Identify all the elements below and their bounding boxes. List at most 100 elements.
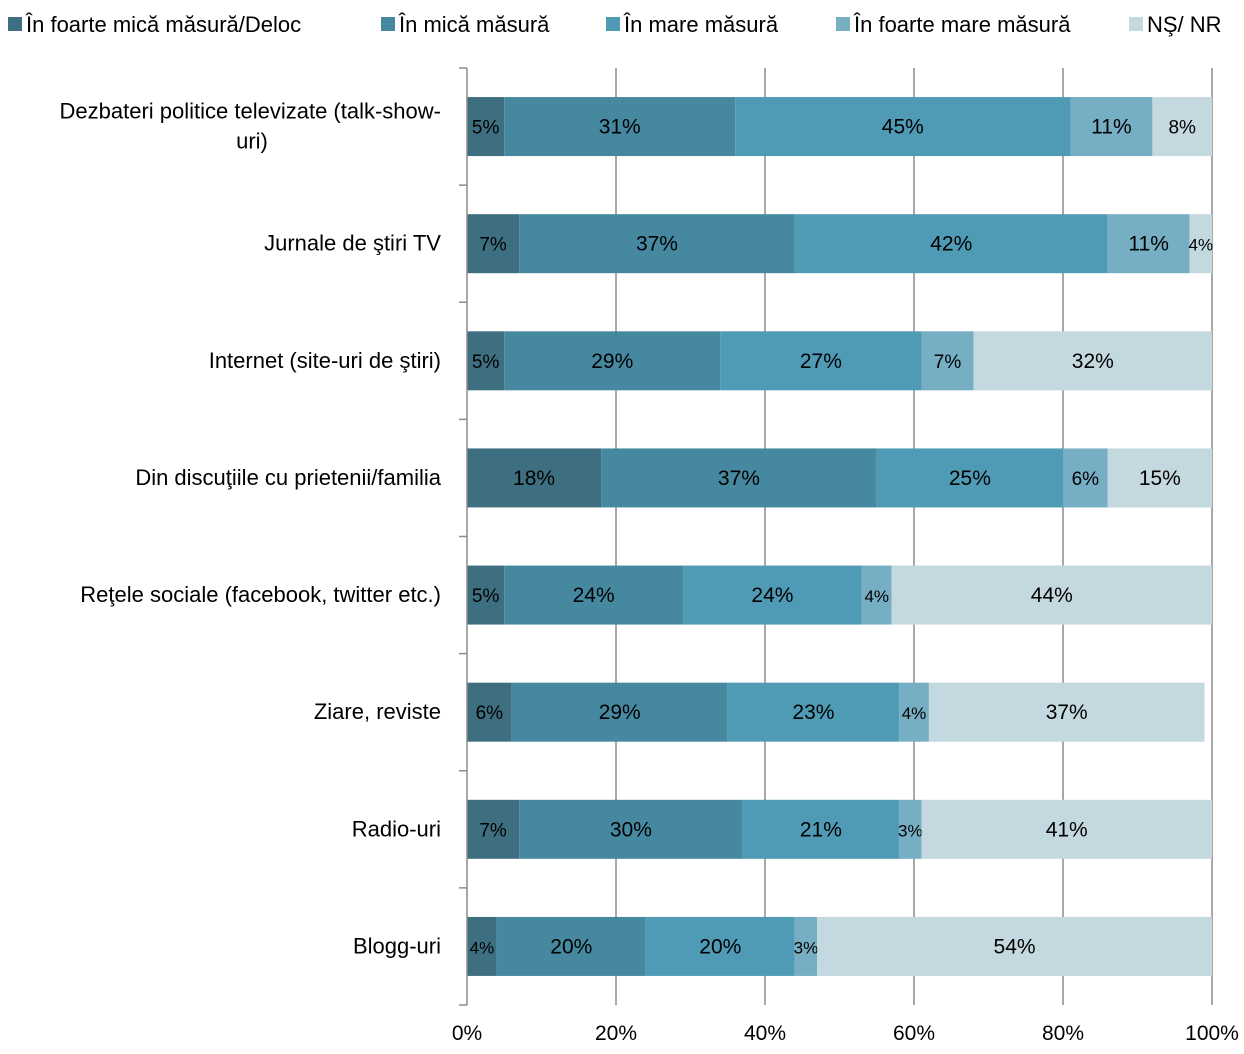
bar-segment xyxy=(876,448,1063,508)
data-label: 7% xyxy=(934,352,962,373)
data-label: 31% xyxy=(599,116,641,139)
bar-segment xyxy=(973,331,1212,391)
bar-segment xyxy=(519,799,743,859)
data-label: 37% xyxy=(718,467,760,490)
data-label: 11% xyxy=(1091,116,1131,139)
category-labels: Dezbateri politice televizate (talk-show… xyxy=(60,99,442,959)
bar-segment xyxy=(1107,214,1190,274)
data-label: 37% xyxy=(1046,701,1088,724)
bar-segment xyxy=(794,916,818,976)
bar-segment xyxy=(1107,448,1212,508)
bar-segment xyxy=(1152,97,1212,157)
bar-segment xyxy=(1070,97,1153,157)
bar-segment xyxy=(496,916,646,976)
bar-segment xyxy=(511,682,728,742)
legend-swatch xyxy=(8,17,22,31)
bar-segment xyxy=(467,448,602,508)
x-tick-label: 60% xyxy=(893,1022,935,1045)
data-label: 5% xyxy=(472,352,500,373)
bar-segment xyxy=(1063,448,1108,508)
bar-segment xyxy=(891,565,1212,625)
bar-segment xyxy=(504,565,684,625)
data-label: 3% xyxy=(898,821,923,840)
x-tick-label: 80% xyxy=(1042,1022,1084,1045)
data-label: 6% xyxy=(1072,469,1100,490)
bars: 5% 31% 45% 11% 8% 7% 37% 42% 11% 4% 5% 29% 27% 7% 32% 1… xyxy=(467,97,1213,976)
legend-label: În mare măsură xyxy=(623,12,779,37)
bar-segment xyxy=(735,97,1071,157)
bar-segment xyxy=(861,565,892,625)
bar-segment xyxy=(899,682,929,742)
data-label: 8% xyxy=(1168,118,1196,139)
data-label: 25% xyxy=(949,467,991,490)
category-label: Internet (site-uri de ştiri) xyxy=(209,348,441,373)
legend-swatch xyxy=(1129,17,1143,31)
bar-segment xyxy=(467,682,512,742)
bar-segment xyxy=(742,799,900,859)
category-label: Din discuţiile cu prietenii/familia xyxy=(135,465,441,490)
x-tick-label: 40% xyxy=(744,1022,786,1045)
bar-segment xyxy=(1189,214,1212,274)
data-label: 21% xyxy=(800,818,842,841)
data-label: 18% xyxy=(513,467,555,490)
data-label: 44% xyxy=(1031,584,1073,607)
data-label: 20% xyxy=(550,935,592,958)
data-label: 30% xyxy=(610,818,652,841)
legend: În foarte mică măsură/Deloc În mică măsur… xyxy=(8,12,1222,37)
category-label: Reţele sociale (facebook, twitter etc.) xyxy=(80,582,441,607)
category-label: Ziare, reviste xyxy=(314,699,441,724)
bar-segment xyxy=(504,97,736,157)
bar-segment xyxy=(467,97,505,157)
gridlines xyxy=(615,68,1213,1005)
data-label: 24% xyxy=(573,584,615,607)
x-tick-label: 0% xyxy=(452,1022,482,1045)
bar-segment xyxy=(794,214,1108,274)
bar-segment xyxy=(899,799,922,859)
bar-segment xyxy=(645,916,795,976)
axes xyxy=(459,67,468,1006)
category-label: Dezbateri politice televizate (talk-show… xyxy=(60,99,442,154)
bar-segment xyxy=(467,916,497,976)
data-label: 7% xyxy=(479,820,507,841)
bar-segment xyxy=(928,682,1205,742)
data-label: 45% xyxy=(882,116,924,139)
bar-segment xyxy=(817,916,1212,976)
legend-label: În mică măsură xyxy=(398,12,550,37)
data-label: 5% xyxy=(472,586,500,607)
bar-segment xyxy=(519,214,795,274)
data-label: 4% xyxy=(864,587,889,606)
bar-segment xyxy=(683,565,862,625)
data-label: 54% xyxy=(994,935,1036,958)
data-label: 4% xyxy=(902,704,927,723)
data-label: 5% xyxy=(472,118,500,139)
data-label: 15% xyxy=(1139,467,1181,490)
data-label: 4% xyxy=(470,938,495,957)
bar-segment xyxy=(467,799,520,859)
bar-segment xyxy=(921,799,1212,859)
data-label: 27% xyxy=(800,350,842,373)
legend-swatch xyxy=(606,17,620,31)
data-label: 29% xyxy=(591,350,633,373)
data-label: 11% xyxy=(1128,233,1168,256)
x-tick-label: 20% xyxy=(595,1022,637,1045)
data-label: 23% xyxy=(792,701,834,724)
data-label: 42% xyxy=(930,233,972,256)
bar-segment xyxy=(467,214,520,274)
category-label: Blogg-uri xyxy=(353,933,441,958)
bar-segment xyxy=(921,331,974,391)
bar-segment xyxy=(720,331,922,391)
category-label: Jurnale de ştiri TV xyxy=(264,231,441,256)
legend-swatch xyxy=(836,17,850,31)
data-label: 4% xyxy=(1189,236,1214,255)
legend-label: În foarte mică măsură/Deloc xyxy=(25,12,301,37)
data-label: 37% xyxy=(636,233,678,256)
data-label: 6% xyxy=(476,703,504,724)
legend-label: În foarte mare măsură xyxy=(853,12,1071,37)
legend-swatch xyxy=(381,17,395,31)
legend-label: NŞ/ NR xyxy=(1147,12,1222,37)
bar-segment xyxy=(601,448,877,508)
data-label: 29% xyxy=(599,701,641,724)
data-label: 7% xyxy=(479,235,507,256)
data-label: 41% xyxy=(1046,818,1088,841)
